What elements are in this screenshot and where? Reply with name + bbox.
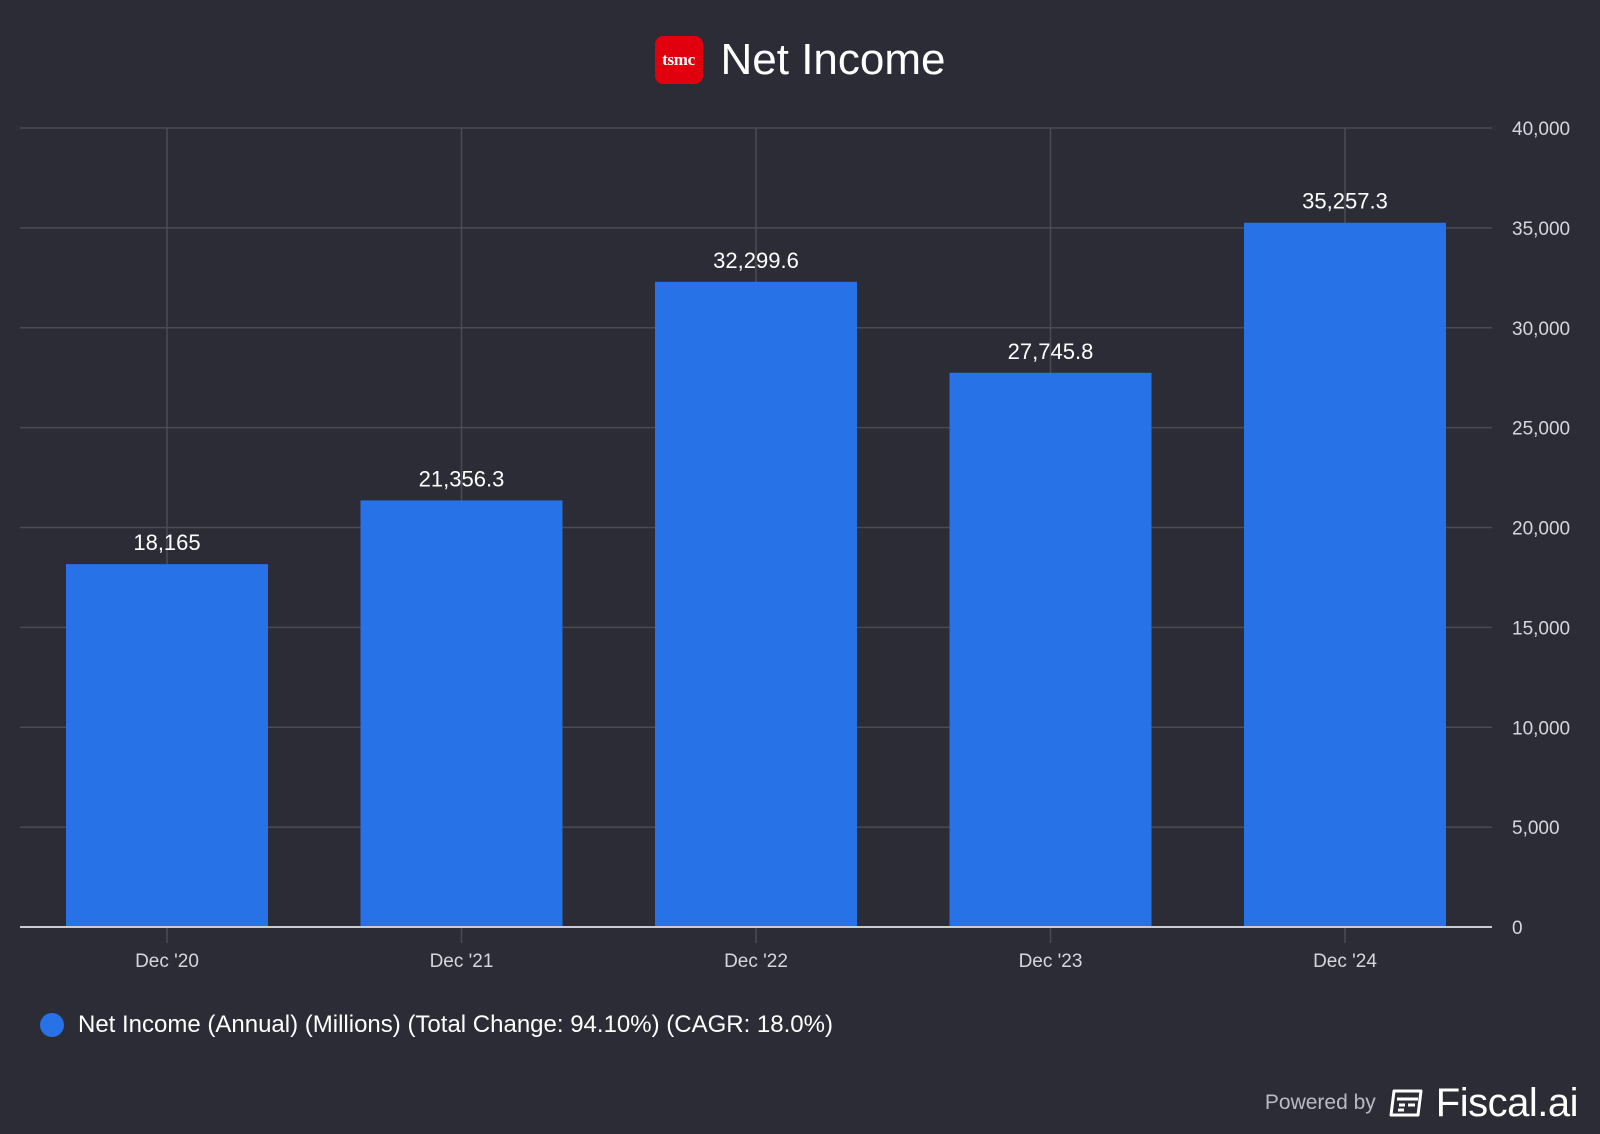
footer-branding: Powered by Fiscal.ai: [1264, 1078, 1579, 1128]
x-tick-label: Dec '23: [1019, 951, 1083, 972]
bar: [66, 564, 268, 927]
bar-value-label: 27,745.8: [1008, 339, 1094, 364]
company-logo: tsmc: [654, 36, 703, 84]
y-tick-label: 35,000: [1512, 219, 1570, 240]
chart-header: tsmc Net Income: [0, 30, 1600, 90]
chart-title: Net Income: [720, 35, 946, 84]
bar: [949, 372, 1152, 927]
y-tick-label: 10,000: [1512, 718, 1570, 739]
bar: [360, 500, 563, 927]
bar: [655, 281, 857, 927]
y-tick-label: 20,000: [1512, 519, 1570, 540]
bar-value-label: 21,356.3: [419, 466, 505, 491]
y-tick-label: 25,000: [1512, 419, 1570, 440]
legend-label: Net Income (Annual) (Millions) (Total Ch…: [78, 1011, 833, 1038]
legend[interactable]: Net Income (Annual) (Millions) (Total Ch…: [40, 1008, 833, 1042]
y-tick-label: 30,000: [1512, 319, 1570, 340]
bar-value-label: 35,257.3: [1302, 189, 1388, 214]
y-tick-label: 5,000: [1512, 818, 1560, 839]
y-tick-label: 40,000: [1512, 119, 1570, 140]
fiscal-logo-icon: [1389, 1089, 1423, 1117]
bar-value-label: 32,299.6: [713, 248, 799, 273]
fiscal-brand-name: Fiscal.ai: [1435, 1080, 1579, 1125]
legend-marker: [40, 1013, 64, 1037]
y-tick-label: 0: [1512, 918, 1523, 939]
x-tick-label: Dec '22: [724, 951, 788, 972]
bar-chart: 0 5,000 10,000 15,000 20,000 25,000 30,000 35,0…: [20, 119, 1570, 972]
y-tick-label: 15,000: [1512, 618, 1570, 639]
powered-by-text: Powered by: [1264, 1091, 1376, 1114]
logo-text: tsmc: [662, 50, 695, 69]
bar-value-label: 18,165: [133, 530, 200, 555]
x-tick-label: Dec '24: [1313, 951, 1377, 972]
x-tick-label: Dec '20: [135, 951, 199, 972]
bar: [1244, 222, 1446, 928]
x-tick-label: Dec '21: [430, 951, 494, 972]
